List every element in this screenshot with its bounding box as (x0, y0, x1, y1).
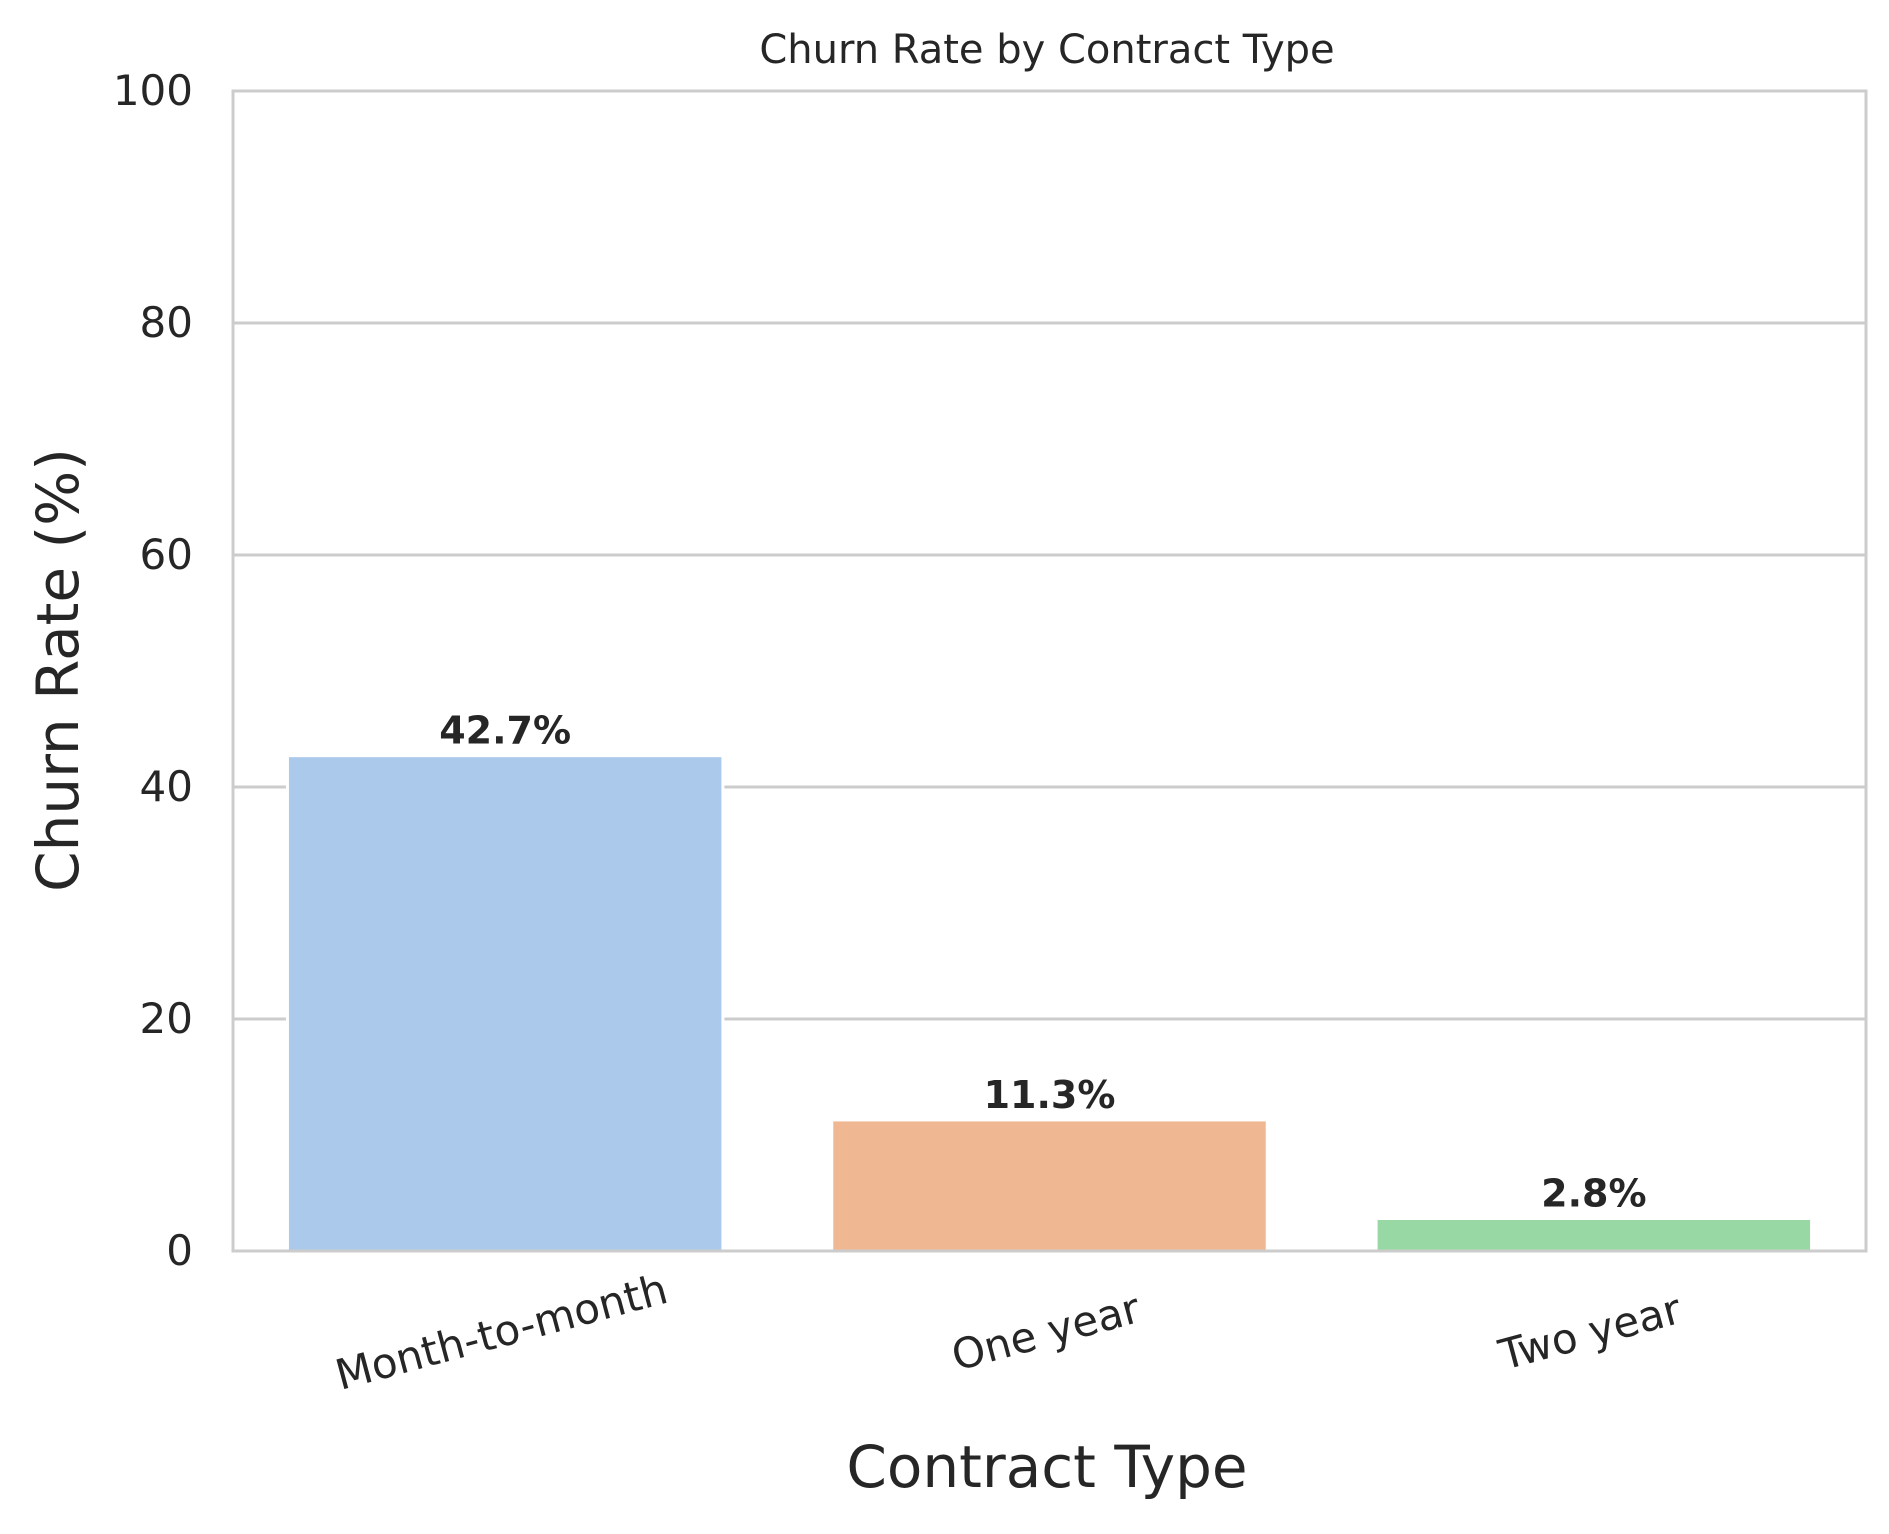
plot-frame (231, 89, 1868, 1253)
chart-title: Churn Rate by Contract Type (759, 27, 1334, 73)
bar-value-label: 42.7% (439, 709, 571, 753)
y-tick-label: 0 (166, 1226, 193, 1275)
bar-value-labels: 42.7% 11.3% 2.8% (439, 709, 1646, 1216)
bar-value-label: 11.3% (984, 1073, 1116, 1117)
y-tick-label: 80 (140, 298, 193, 347)
y-tick-label: 20 (140, 994, 193, 1043)
y-tick-label: 100 (113, 66, 193, 115)
bars (285, 754, 1814, 1253)
y-tick-label: 60 (140, 530, 193, 579)
bar-value-label: 2.8% (1541, 1172, 1646, 1216)
y-axis-label: Churn Rate (%) (24, 448, 92, 892)
y-axis-ticks: 0 20 40 60 80 100 (113, 66, 193, 1275)
x-axis-label: Contract Type (846, 1433, 1247, 1501)
bar-month-to-month (285, 754, 725, 1253)
bar-one-year (830, 1118, 1269, 1253)
y-tick-label: 40 (140, 762, 193, 811)
bar-two-year (1374, 1217, 1814, 1253)
